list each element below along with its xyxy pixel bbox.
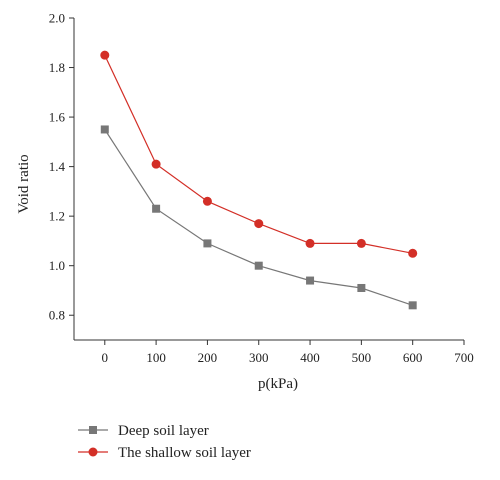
x-axis-title: p(kPa) [258,376,298,392]
legend-marker [89,426,97,434]
data-point [408,301,417,310]
y-tick-label: 1.0 [49,258,65,273]
x-tick-label: 300 [249,350,269,365]
data-point [356,238,366,248]
x-tick-label: 400 [300,350,320,365]
y-tick-label: 1.4 [49,159,66,174]
data-point [357,283,366,292]
data-point [152,204,161,213]
data-point [254,219,264,229]
y-tick-label: 0.8 [49,308,65,323]
x-tick-label: 100 [146,350,166,365]
y-tick-label: 1.6 [49,110,66,125]
series-1 [100,50,418,258]
data-point [254,261,263,270]
series-group [100,50,418,310]
x-tick-label: 600 [403,350,423,365]
x-tick-label: 500 [352,350,372,365]
legend-item: The shallow soil layer [78,445,251,461]
data-point [408,248,418,258]
y-tick-label: 1.2 [49,209,65,224]
data-point [151,159,161,169]
data-point [305,238,315,248]
series-line [104,129,413,306]
x-tick-label: 200 [198,350,218,365]
x-tick-label: 700 [454,350,474,365]
x-tick-label: 0 [102,350,109,365]
data-point [202,196,212,206]
y-ticks: 0.8 1.0 1.2 1.4 1.6 1.8 2.0 [49,11,74,323]
legend-item: Deep soil layer [78,423,209,439]
y-axis-title: Void ratio [16,154,32,213]
data-point [203,239,212,248]
plot-area: 0.8 1.0 1.2 1.4 1.6 1.8 2.0 0 100 200 300 400 500 60… [49,11,474,366]
data-point [100,50,110,60]
legend-marker [88,447,98,457]
legend-label: Deep soil layer [118,423,209,439]
series-0 [100,125,417,310]
legend-label: The shallow soil layer [118,445,251,461]
data-point [100,125,109,134]
legend: Deep soil layer The shallow soil layer [78,423,251,461]
x-ticks: 0 100 200 300 400 500 600 700 [102,340,474,365]
y-tick-label: 2.0 [49,11,65,26]
y-tick-label: 1.8 [49,60,65,75]
data-point [306,276,315,285]
